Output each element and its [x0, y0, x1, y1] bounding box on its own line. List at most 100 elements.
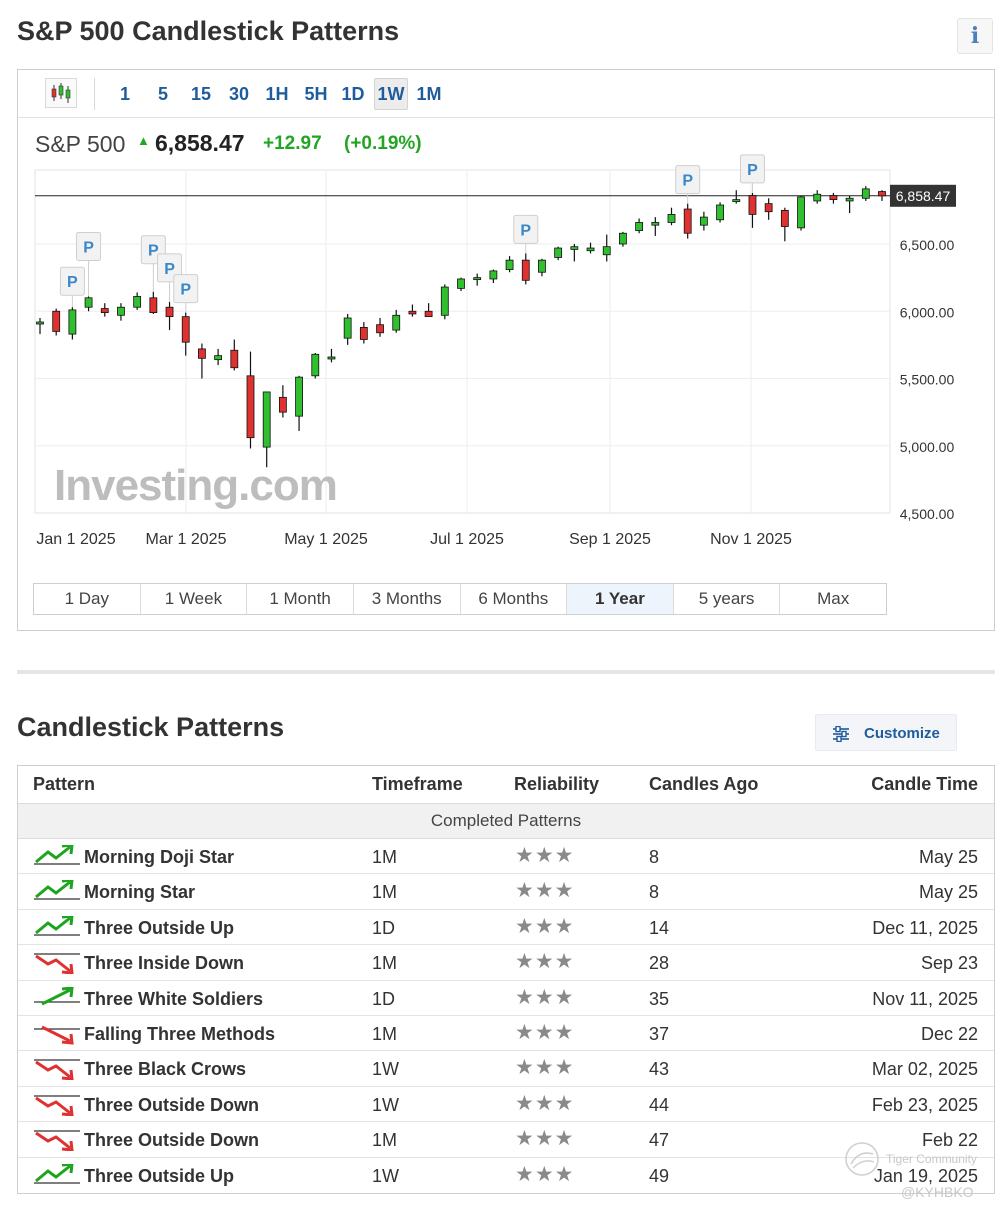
toolbar-separator [94, 78, 95, 110]
candle-body [586, 247, 595, 252]
pattern-timeframe: 1M [372, 953, 398, 974]
pattern-timeframe: 1D [372, 917, 396, 938]
range-3-months[interactable]: 3 Months [354, 584, 461, 614]
table-row[interactable]: Three Inside Down 1M ★★★ 28 Sep 23 [18, 945, 994, 981]
quote-change-percent: (+0.19%) [344, 133, 422, 154]
table-row[interactable]: Three Outside Up 1D ★★★ 14 Dec 11, 2025 [18, 910, 994, 946]
range-1-year[interactable]: 1 Year [567, 584, 674, 614]
table-row[interactable]: Three Outside Up 1W ★★★ 49 Jan 19, 2025 [18, 1158, 994, 1193]
reliability-stars-icon: ★★★ [515, 1091, 575, 1115]
candle-body [457, 278, 465, 289]
pattern-timeframe: 1M [372, 1130, 398, 1151]
table-row[interactable]: Three Outside Down 1M ★★★ 47 Feb 22 [18, 1122, 994, 1158]
pattern-name[interactable]: Three Outside Up [84, 917, 235, 938]
candles-ago: 37 [649, 1024, 670, 1044]
pattern-name[interactable]: Three White Soldiers [84, 988, 264, 1009]
candle-body [149, 297, 158, 313]
reliability-stars-icon: ★★★ [515, 985, 575, 1009]
candle-body [165, 306, 174, 318]
pattern-timeframe: 1W [372, 1059, 399, 1080]
table-row[interactable]: Three Black Crows 1W ★★★ 43 Mar 02, 2025 [18, 1051, 994, 1087]
header-pattern[interactable]: Pattern [33, 774, 96, 794]
table-row[interactable]: Morning Doji Star 1M ★★★ 8 May 25 [18, 839, 994, 875]
candles-ago: 44 [649, 1094, 670, 1115]
header-timeframe[interactable]: Timeframe [372, 774, 463, 794]
range-1-day[interactable]: 1 Day [34, 584, 141, 614]
header-candle-time[interactable]: Candle Time [871, 774, 978, 794]
pattern-name[interactable]: Three Outside Down [84, 1130, 260, 1151]
x-tick-label: Sep 1 2025 [569, 531, 651, 548]
section-divider [17, 670, 995, 674]
candle-time: Sep 23 [920, 953, 978, 974]
reliability-stars-icon: ★★★ [515, 879, 575, 903]
info-icon: i [970, 23, 980, 49]
candles-ago: 47 [649, 1130, 670, 1151]
header-reliability[interactable]: Reliability [514, 774, 600, 794]
x-tick-label: Mar 1 2025 [146, 531, 227, 548]
timeframe-1d[interactable]: 1D [341, 84, 365, 104]
pattern-name[interactable]: Falling Three Methods [84, 1024, 276, 1044]
candle-body [861, 188, 870, 199]
pattern-name[interactable]: Three Outside Up [84, 1165, 235, 1186]
pattern-marker-label: P [520, 222, 531, 239]
candle-body [570, 246, 579, 250]
candle-body [797, 196, 805, 229]
candle-body [327, 356, 336, 360]
timeframe-1w[interactable]: 1W [374, 78, 408, 110]
bearish-pattern-icon [34, 953, 80, 975]
range-max[interactable]: Max [817, 589, 850, 608]
candle-body [683, 208, 692, 234]
table-row[interactable]: Three Outside Down 1W ★★★ 44 Feb 23, 2025 [18, 1087, 994, 1123]
candlestick-type-button[interactable] [45, 78, 77, 108]
candle-body [845, 197, 854, 202]
range-1-week[interactable]: 1 Week [141, 584, 248, 614]
candle-body [813, 193, 822, 202]
candle-body [878, 191, 886, 197]
pattern-name[interactable]: Three Inside Down [84, 953, 245, 974]
timeframe-1m[interactable]: 1M [416, 84, 442, 104]
watermark-community: Tiger Community [886, 1152, 977, 1166]
table-row[interactable]: Morning Star 1M ★★★ 8 May 25 [18, 874, 994, 910]
header-candles-ago[interactable]: Candles Ago [649, 774, 759, 794]
range-5-years[interactable]: 5 years [674, 584, 781, 614]
up-arrow-icon: ▲ [137, 133, 150, 148]
candlestick-chart[interactable]: 6,500.00 6,000.00 5,500.00 5,000.00 4,500.00… [18, 70, 994, 580]
chart-panel: 1 5 15 30 1H 5H 1D 1W 1M S&P 500 ▲ 6,858.47 +12.… [17, 69, 995, 631]
timeframe-1h[interactable]: 1H [265, 84, 289, 104]
candle-body [117, 306, 125, 316]
timeframe-1[interactable]: 1 [119, 84, 130, 104]
info-button[interactable]: i [957, 18, 993, 54]
candle-body [68, 309, 77, 335]
pattern-marker-label: P [148, 243, 159, 260]
pattern-marker-label: P [164, 261, 175, 278]
candle-time: Feb 22 [921, 1130, 978, 1151]
pattern-name[interactable]: Morning Star [84, 882, 195, 903]
pattern-timeframe: 1D [372, 988, 396, 1009]
timeframe-30[interactable]: 30 [228, 84, 250, 104]
candles-ago: 8 [649, 847, 660, 867]
table-row[interactable]: Three White Soldiers 1D ★★★ 35 Nov 11, 2025 [18, 981, 994, 1016]
reliability-stars-icon: ★★★ [515, 1056, 575, 1080]
y-tick-label: 5,000.00 [900, 439, 955, 455]
pattern-name[interactable]: Three Black Crows [84, 1059, 247, 1080]
candle-body [732, 199, 741, 203]
candle-body [100, 308, 109, 313]
candles-ago: 43 [649, 1059, 670, 1080]
timeframe-5[interactable]: 5 [157, 84, 168, 104]
patterns-table: Pattern Timeframe Reliability Candles Ag… [17, 765, 995, 1194]
candle-body [538, 259, 546, 273]
range-6-months[interactable]: 6 Months [461, 584, 568, 614]
candle-body [214, 355, 223, 361]
candle-body [230, 349, 239, 369]
timeframe-5h[interactable]: 5H [304, 84, 328, 104]
pattern-name[interactable]: Three Outside Down [84, 1094, 260, 1115]
pattern-name[interactable]: Morning Doji Star [84, 847, 234, 867]
timeframe-15[interactable]: 15 [190, 84, 212, 104]
table-row[interactable]: Falling Three Methods 1M ★★★ 37 Dec 22 [18, 1016, 994, 1052]
customize-button[interactable]: Customize [815, 714, 957, 751]
candle-body [36, 321, 44, 325]
pattern-marker-label: P [83, 239, 94, 256]
range-selector: 1 Day 1 Week 1 Month 3 Months 6 Months 1 Year… [33, 583, 887, 615]
candle-body [181, 316, 190, 343]
range-1-month[interactable]: 1 Month [247, 584, 354, 614]
